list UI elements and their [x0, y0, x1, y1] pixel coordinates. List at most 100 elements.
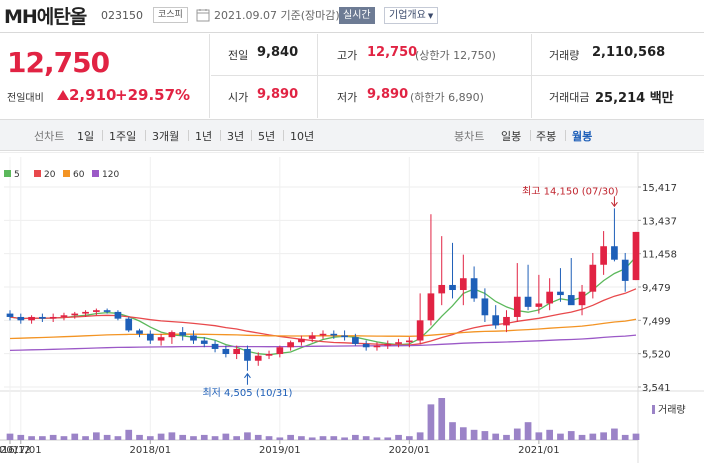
quote-value: 25,214 백만 [595, 91, 674, 106]
volume-bar [60, 436, 68, 440]
volume-bar [503, 434, 510, 440]
candle-body [287, 342, 294, 348]
x-tick-label: 2020/01 [389, 445, 431, 456]
period-3m[interactable]: 3개월 [152, 130, 180, 143]
candle-body [352, 337, 359, 344]
volume-bar [136, 434, 143, 440]
candle-body [524, 296, 532, 307]
quote-label: 거래량 [549, 49, 580, 62]
date-text: 2021.09.07 기준(장마감) [214, 9, 340, 22]
candle-body [190, 335, 197, 341]
volume-bar [319, 436, 327, 440]
volume-bar [330, 436, 338, 440]
legend-ma120: 120 [92, 170, 119, 180]
volume-bar [459, 427, 467, 440]
candle-body [17, 316, 25, 321]
candle-body [319, 333, 327, 336]
legend-ma20: 20 [34, 170, 55, 180]
candle-body [546, 291, 554, 304]
y-tick-label: 7,499 [642, 316, 671, 327]
candle-body [395, 342, 402, 344]
candle-body [233, 348, 241, 355]
volume-bar [621, 434, 629, 440]
candle-body [179, 332, 187, 336]
period-1w[interactable]: 1주일 [109, 130, 137, 143]
volume-bar [546, 429, 554, 440]
price-block: 12,750 전일대비 2,910 +29.57% [0, 34, 210, 118]
company-info-dropdown[interactable]: 기업개요 ▼ [384, 7, 439, 24]
volume-bar [438, 398, 446, 440]
volume-legend-swatch [652, 405, 655, 414]
divider [211, 75, 704, 76]
divider [188, 130, 189, 141]
period-weekly[interactable]: 주봉 [536, 130, 557, 143]
candle-body [254, 355, 262, 361]
volume-bar [200, 434, 208, 440]
volume-bar [589, 433, 597, 440]
quote-high: 고가 12,750 (상한가 12,750) [317, 34, 531, 76]
volume-bar [395, 434, 402, 440]
volume-bar [28, 436, 35, 440]
volume-label: 거래량 [658, 404, 686, 416]
quote-grid: 전일 9,840 고가 12,750 (상한가 12,750) 거래량 2,11… [211, 34, 704, 118]
candle-body [341, 335, 348, 338]
realtime-button[interactable]: 실시간 [339, 7, 375, 24]
legend-ma60: 60 [63, 170, 84, 180]
ma20-line [9, 288, 637, 346]
market-badge: 코스피 [153, 7, 188, 23]
volume-bar [190, 436, 197, 440]
candle-body [298, 338, 305, 343]
volume-bar [362, 436, 370, 440]
y-tick-label: 3,541 [642, 383, 671, 394]
volume-bar [254, 434, 262, 440]
candle-chart-label: 봉차트 [454, 130, 485, 143]
volume-bar [341, 437, 348, 440]
period-1d[interactable]: 1일 [77, 130, 95, 143]
volume-bar [611, 428, 618, 440]
quote-prev-close: 전일 9,840 [211, 34, 317, 76]
candle-body [211, 343, 219, 349]
volume-bar [524, 422, 532, 440]
divider [145, 130, 146, 141]
candle-body [492, 315, 500, 326]
candle-body [125, 318, 133, 331]
candle-body [611, 246, 618, 260]
volume-bar [114, 436, 122, 440]
divider [317, 34, 318, 118]
quote-low: 저가 9,890 (하한가 6,890) [317, 76, 531, 118]
volume-bar [373, 437, 381, 440]
period-1y[interactable]: 1년 [195, 130, 213, 143]
candle-body [503, 316, 510, 326]
candle-body [222, 348, 230, 355]
candle-body [114, 311, 122, 319]
quote-volume: 거래량 2,110,568 [531, 34, 704, 76]
legend-label: 120 [102, 170, 120, 180]
chart-canvas: 15,417 13,437 11,458 9,479 7,499 5,520 3,541 20… [0, 151, 704, 463]
period-bar: 선차트 1일 1주일 3개월 1년 3년 5년 10년 봉차트 일봉 주봉 월봉 [0, 119, 704, 151]
volume-bar [168, 432, 176, 440]
quote-label: 전일 [228, 49, 249, 62]
legend-label: 60 [73, 170, 85, 180]
volume-bar [535, 432, 543, 440]
period-5y[interactable]: 5년 [258, 130, 276, 143]
volume-bar [103, 434, 111, 440]
quote-label: 거래대금 [549, 91, 590, 104]
volume-bar [82, 436, 89, 440]
candle-body [82, 311, 89, 314]
volume-bar [125, 429, 133, 440]
candle-body [362, 343, 370, 348]
ma5-line [9, 256, 637, 356]
period-3y[interactable]: 3년 [227, 130, 245, 143]
volume-bar [265, 436, 273, 440]
volume-bar [352, 434, 359, 440]
volume-bar [211, 436, 219, 440]
ma120-line [9, 334, 637, 352]
candle-body [416, 320, 424, 341]
min-annotation: 최저 4,505 (10/31) [202, 387, 292, 399]
volume-bar [632, 433, 640, 440]
period-10y[interactable]: 10년 [290, 130, 315, 143]
change-value: 2,910 [69, 86, 117, 104]
period-monthly[interactable]: 월봉 [572, 130, 593, 143]
candle-body [103, 310, 111, 312]
period-daily[interactable]: 일봉 [501, 130, 522, 143]
